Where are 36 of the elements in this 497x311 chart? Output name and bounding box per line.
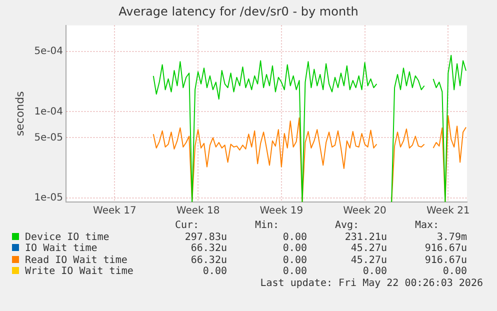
text: 0.00 <box>362 266 387 278</box>
text: Last update: Fri May 22 00:26:03 2026 <box>259 278 483 290</box>
text: 3.79m <box>436 232 467 243</box>
y-axis-title: seconds <box>13 90 26 136</box>
text: Max: <box>414 220 440 232</box>
text: 916.67u <box>424 243 467 254</box>
text: 66.32u <box>190 243 227 254</box>
text: Min: <box>254 220 280 232</box>
text: 0.00 <box>282 266 307 278</box>
text: 66.32u <box>190 254 227 266</box>
text: 297.83u <box>184 232 227 243</box>
x-tick-label: Week 21 <box>426 206 470 217</box>
legend-label: IO Wait time <box>24 243 98 254</box>
text: 0.00 <box>442 266 467 278</box>
text: 231.21u <box>344 232 387 243</box>
legend-label: Device IO time <box>24 232 110 243</box>
text: Cur: <box>174 220 200 232</box>
chart-title: Average latency for /dev/sr0 - by month <box>118 4 358 18</box>
legend-label: Write IO Wait time <box>24 266 134 278</box>
text: 0.00 <box>282 254 307 266</box>
text: 45.27u <box>350 254 387 266</box>
y-tick-label: 1e-04 <box>34 106 64 118</box>
text: 0.00 <box>282 243 307 254</box>
text: 45.27u <box>350 243 387 254</box>
x-tick-label: Week 17 <box>93 206 136 217</box>
x-tick-label: Week 19 <box>260 206 304 217</box>
x-tick-label: Week 20 <box>343 206 386 217</box>
y-tick-label: 5e-04 <box>34 46 64 57</box>
text: 0.00 <box>202 266 227 278</box>
y-tick-label: 5e-05 <box>34 132 64 144</box>
legend-label: Read IO Wait time <box>24 254 128 266</box>
text: Avg: <box>334 220 360 232</box>
text: 916.67u <box>424 254 467 266</box>
text: 0.00 <box>282 232 307 243</box>
y-tick-label: 1e-05 <box>34 192 64 204</box>
x-tick-label: Week 18 <box>176 206 220 217</box>
